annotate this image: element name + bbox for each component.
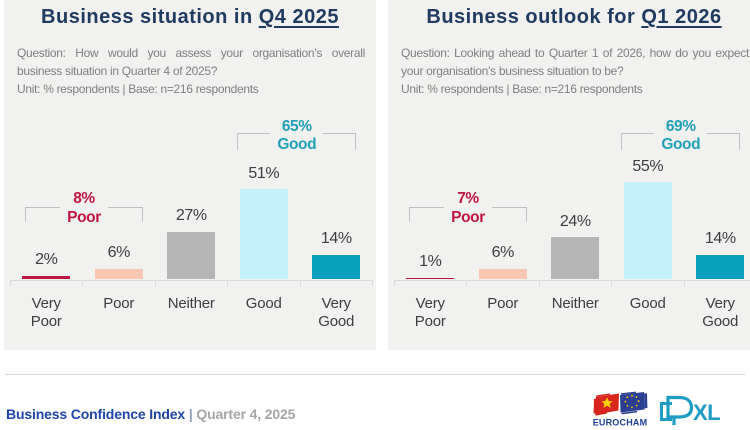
unit-base-text-q4: Unit: % respondents | Base: n=216 respon… (17, 82, 259, 97)
x-axis-line (394, 279, 750, 281)
panel-title-q4-2025: Business situation in Q4 2025 (4, 4, 376, 30)
category-label-poor: Poor (487, 294, 519, 312)
category-label-very-poor: Very Poor (30, 294, 62, 331)
question-text-q4: Question: How would you assess your orga… (17, 45, 365, 78)
bar-chart-business-outlook: 1% Very Poor 6% Poor 24% Neither 55% Good 14% Ver… (388, 0, 750, 350)
bracket-tick-right-good (355, 132, 357, 150)
category-label-poor: Poor (103, 294, 135, 312)
dxl-d-mark-icon (660, 395, 694, 425)
annotation-poor: 7% Poor (398, 190, 538, 227)
bar-very-good (696, 254, 745, 280)
value-label-very-poor: 2% (35, 251, 58, 269)
footer-separator: | (188, 406, 193, 422)
category-label-good: Good (629, 294, 666, 312)
dxl-xl-wordmark: XL (693, 400, 720, 425)
annotation-text-good: 65% Good (270, 117, 324, 155)
value-label-very-good: 14% (320, 230, 352, 248)
vietnam-flag-star-icon (601, 397, 613, 408)
category-label-very-poor: Very Poor (414, 294, 446, 331)
bracket-tick-right-poor (141, 206, 143, 222)
footer-caption: Business Confidence Index | Quarter 4, 2… (6, 404, 295, 424)
value-label-poor: 6% (491, 244, 515, 262)
eurocham-logo: EUROCHAM (593, 391, 648, 428)
x-axis-tick (9, 279, 11, 286)
category-label-very-good: Very Good (318, 294, 355, 331)
bracket-tick-left-good (237, 132, 239, 150)
x-axis-tick (538, 279, 540, 286)
panel-business-situation-q4-2025: Business situation in Q4 2025 Question: … (4, 0, 376, 350)
category-label-neither: Neither (551, 294, 599, 312)
x-axis-tick (372, 279, 373, 286)
value-label-neither: 24% (559, 212, 591, 230)
x-axis-tick (611, 279, 612, 286)
bar-very-poor (406, 277, 455, 280)
category-label-neither: Neither (167, 294, 215, 312)
x-axis-tick (227, 279, 228, 286)
category-label-good: Good (245, 294, 282, 312)
panel-title-prefix: Business outlook for (426, 6, 642, 28)
unit-base-text-q1: Unit: % respondents | Base: n=216 respon… (401, 82, 643, 97)
annotation-text-good: 69% Good (654, 117, 708, 155)
category-label-very-good: Very Good (702, 294, 739, 331)
annotation-poor: 8% Poor (14, 190, 154, 227)
annotation-good: 69% Good (611, 117, 750, 155)
bracket-tick-left-good (621, 132, 623, 150)
bar-good (623, 182, 672, 280)
bar-poor (94, 268, 143, 280)
annotation-good: 65% Good (227, 117, 367, 155)
value-label-very-good: 14% (704, 230, 736, 248)
panel-title-underlined-period: Q4 2025 (258, 6, 339, 28)
value-label-very-poor: 1% (419, 253, 442, 271)
bar-poor (478, 268, 527, 280)
dxl-logo: XL (660, 395, 721, 425)
footer-report-title: Business Confidence Index (6, 406, 186, 422)
x-axis-tick (466, 279, 467, 286)
value-label-neither: 27% (175, 207, 207, 225)
eu-flag-stars-icon (624, 394, 640, 409)
footer-divider-line (5, 374, 745, 375)
value-label-good: 51% (248, 164, 280, 182)
x-axis-tick (393, 279, 395, 286)
bar-good (239, 189, 288, 280)
x-axis-tick (154, 279, 156, 286)
annotation-text-poor: 8% Poor (60, 190, 108, 227)
panel-title-q1-2026: Business outlook for Q1 2026 (388, 4, 750, 30)
panel-title-prefix: Business situation in (41, 6, 259, 28)
x-axis-tick (82, 279, 83, 286)
bar-very-poor (22, 275, 71, 280)
bracket-tick-left-poor (25, 206, 27, 222)
bar-neither (551, 237, 600, 280)
bar-neither (167, 231, 216, 280)
annotation-text-poor: 7% Poor (444, 190, 492, 227)
bracket-tick-right-good (739, 132, 741, 150)
question-text-q1: Question: Looking ahead to Quarter 1 of … (401, 45, 749, 78)
panel-business-outlook-q1-2026: Business outlook for Q1 2026 Question: L… (388, 0, 750, 350)
bracket-tick-right-poor (525, 206, 527, 222)
bracket-tick-left-poor (409, 206, 411, 222)
bar-very-good (312, 254, 361, 280)
panel-title-underlined-period: Q1 2026 (641, 6, 722, 28)
eu-flag-brush (620, 391, 648, 415)
x-axis-tick (683, 279, 685, 286)
value-label-poor: 6% (107, 244, 131, 262)
x-axis-line (10, 279, 373, 281)
footer-period: Quarter 4, 2025 (196, 406, 296, 422)
bar-chart-business-situation: 2% Very Poor 6% Poor 27% Neither 51% Good 14% Ver… (4, 0, 376, 350)
x-axis-tick (299, 279, 301, 286)
value-label-good: 55% (632, 157, 664, 175)
eurocham-wordmark: EUROCHAM (593, 418, 647, 428)
